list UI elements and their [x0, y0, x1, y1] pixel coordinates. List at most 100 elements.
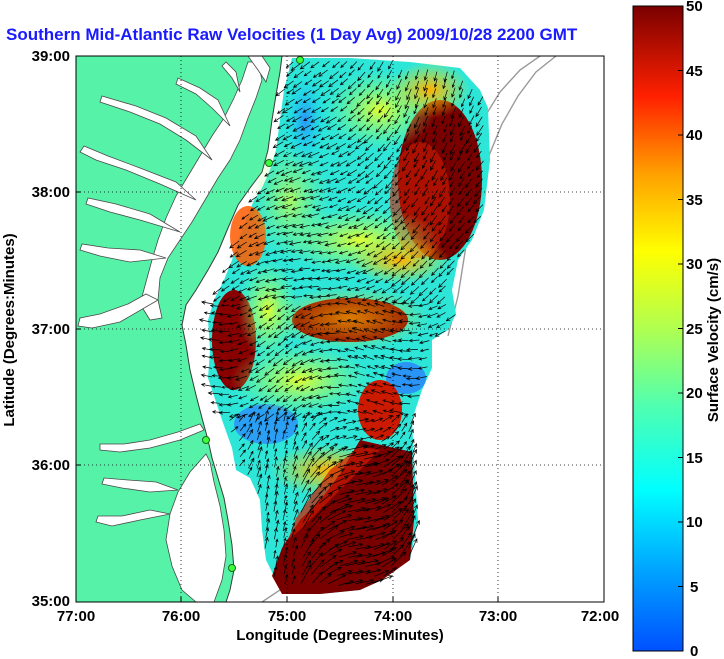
velocity-vector [458, 107, 464, 119]
velocity-vector [445, 314, 456, 322]
velocity-vector [271, 295, 284, 300]
velocity-vector [394, 214, 403, 224]
velocity-vector [333, 373, 347, 378]
velocity-vector [345, 258, 358, 264]
velocity-vector [391, 488, 408, 504]
velocity-vector [347, 251, 358, 257]
velocity-vector [390, 446, 403, 458]
velocity-vector [347, 241, 356, 246]
velocity-vector [408, 459, 417, 477]
velocity-vector [450, 133, 455, 143]
velocity-vector [340, 61, 348, 68]
velocity-vector [464, 177, 473, 189]
velocity-vector [255, 260, 267, 266]
velocity-vector [364, 161, 374, 170]
velocity-vector [328, 312, 338, 316]
velocity-vector [262, 268, 275, 273]
velocity-vector [282, 468, 286, 478]
y-tick-label: 39:00 [32, 48, 70, 65]
velocity-vector [311, 451, 325, 467]
velocity-vector [408, 448, 417, 467]
velocity-vector [302, 457, 315, 478]
velocity-vector [356, 187, 365, 194]
velocity-vector [411, 519, 420, 541]
velocity-vector [403, 106, 410, 118]
velocity-vector [276, 322, 286, 329]
velocity-vector [390, 537, 404, 550]
velocity-vector [399, 328, 411, 333]
velocity-vector [397, 366, 410, 371]
velocity-vector [345, 205, 356, 211]
velocity-vector [403, 152, 410, 162]
velocity-vector [286, 116, 295, 122]
velocity-vector [394, 170, 401, 178]
velocity-vector [220, 285, 230, 292]
velocity-vector [218, 367, 231, 372]
velocity-vector [381, 286, 392, 294]
velocity-vector [347, 479, 364, 484]
velocity-vector [311, 79, 322, 87]
velocity-vector [355, 507, 371, 512]
velocity-vector [248, 359, 257, 365]
velocity-vector [283, 526, 288, 538]
velocity-vector [285, 375, 295, 383]
velocity-vector [477, 96, 484, 106]
velocity-vector [253, 233, 265, 239]
velocity-vector [431, 117, 437, 128]
velocity-vector [348, 383, 358, 387]
velocity-vector [381, 309, 394, 314]
velocity-vector [436, 322, 446, 328]
velocity-vector [427, 323, 439, 328]
velocity-vector [248, 196, 258, 203]
velocity-vector [272, 358, 283, 367]
velocity-vector [292, 151, 304, 157]
velocity-vector [391, 479, 409, 496]
velocity-vector [423, 69, 429, 81]
velocity-vector [255, 412, 260, 423]
velocity-vector [291, 295, 303, 299]
velocity-vector [387, 153, 394, 161]
velocity-vector [449, 180, 455, 188]
velocity-vector [374, 514, 390, 522]
velocity-vector [248, 450, 254, 459]
velocity-vector [329, 133, 340, 140]
velocity-vector [456, 206, 464, 216]
velocity-vector [338, 250, 349, 255]
velocity-vector [249, 375, 259, 381]
velocity-vector [476, 150, 482, 159]
velocity-vector [266, 485, 270, 495]
velocity-vector [366, 114, 374, 123]
velocity-vector [458, 177, 465, 187]
velocity-vector [274, 385, 284, 393]
velocity-vector [327, 567, 342, 575]
velocity-vector [256, 466, 262, 477]
velocity-vector [308, 367, 321, 373]
velocity-vector [467, 125, 473, 135]
velocity-vector [315, 395, 328, 400]
velocity-vector [384, 187, 392, 195]
velocity-vector [384, 540, 398, 550]
velocity-vector [309, 515, 322, 531]
velocity-vector [347, 374, 357, 378]
velocity-vector [275, 410, 280, 422]
velocity-vector [404, 81, 410, 92]
velocity-vector [324, 224, 338, 229]
velocity-vector [280, 170, 293, 177]
velocity-vector [372, 287, 383, 294]
velocity-vector [304, 79, 313, 85]
velocity-vector [319, 573, 332, 583]
velocity-vector [284, 385, 294, 392]
velocity-vector [235, 375, 248, 381]
velocity-vector [309, 195, 321, 200]
velocity-vector [256, 459, 261, 469]
velocity-vector [373, 497, 390, 505]
velocity-vector [329, 88, 339, 95]
velocity-vector [320, 525, 339, 539]
velocity-vector [354, 286, 367, 292]
velocity-vector [309, 332, 320, 337]
velocity-vector [397, 312, 409, 316]
velocity-vector [458, 80, 464, 91]
velocity-vector [382, 399, 392, 403]
velocity-vector [237, 357, 247, 363]
y-tick-label: 36:00 [32, 457, 70, 474]
